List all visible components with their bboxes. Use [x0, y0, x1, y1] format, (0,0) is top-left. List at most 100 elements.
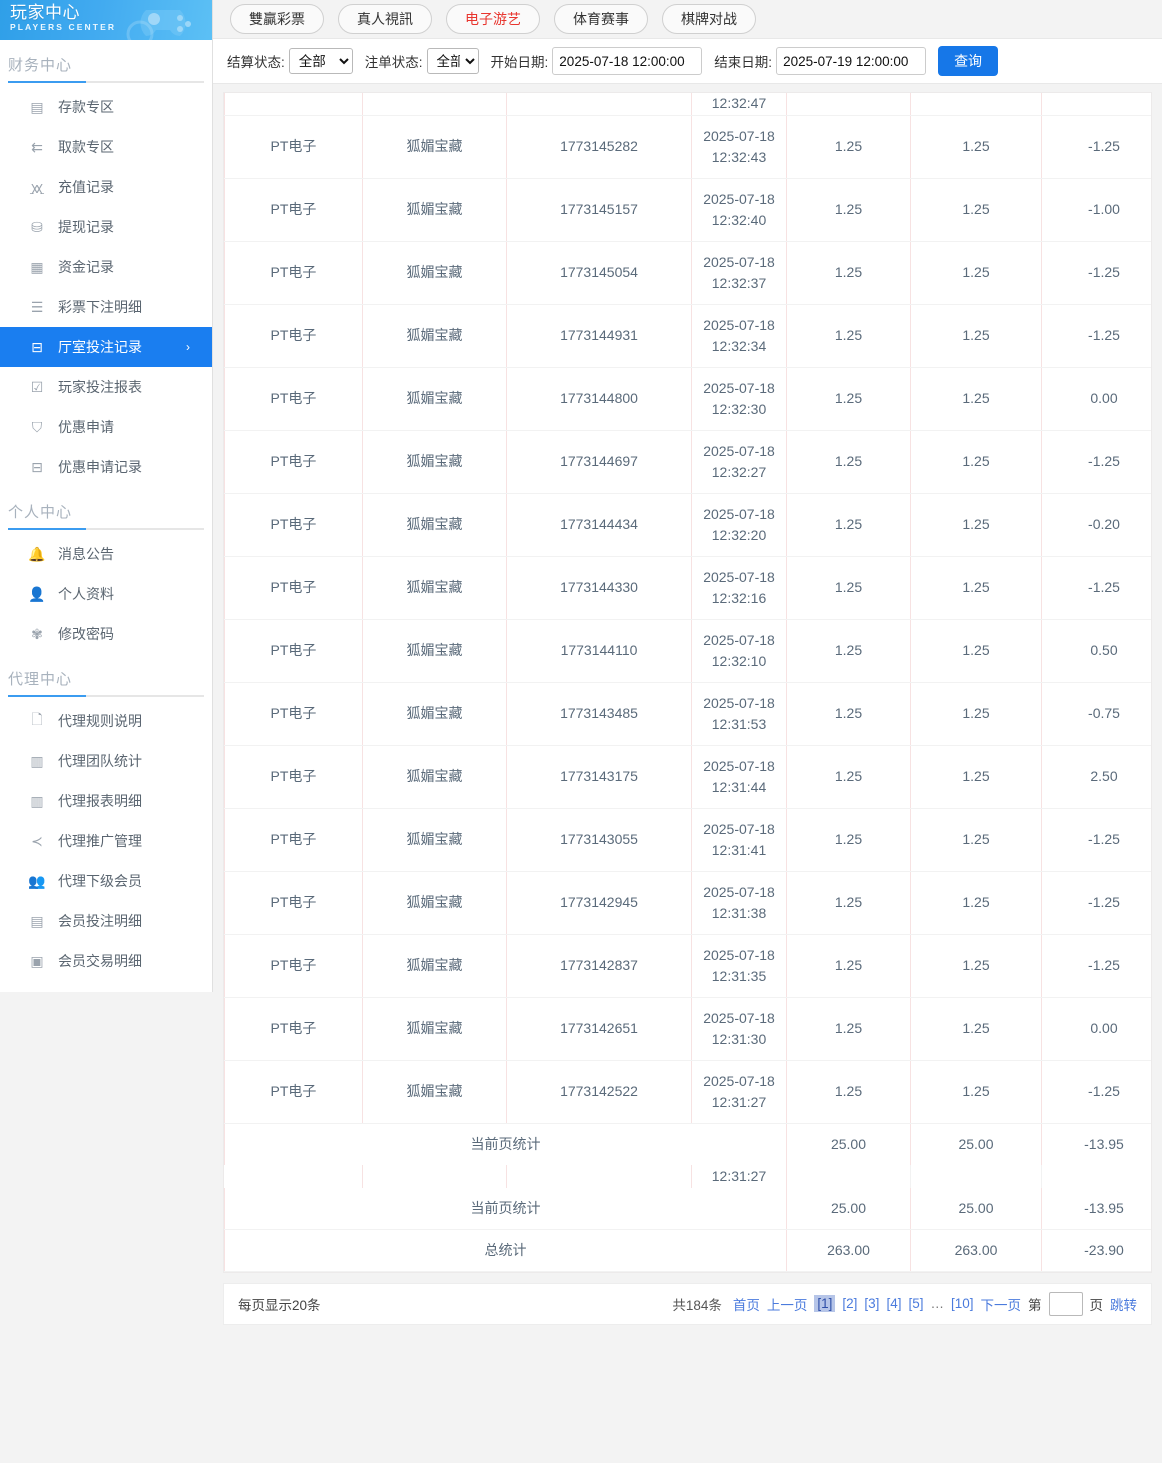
cell-bet-time: 2025-07-18 12:31:53 [691, 681, 787, 746]
sidebar-item-个人资料[interactable]: 👤 个人资料 [0, 574, 212, 614]
cell-win-loss: -1.25 [1041, 240, 1151, 305]
pagination-prev-page[interactable]: 上一页 [766, 1297, 808, 1313]
tab-体育赛事[interactable]: 体育赛事 [554, 4, 648, 34]
pagination-jump-button[interactable]: 跳转 [1110, 1297, 1137, 1313]
sidebar-item-代理推广管理[interactable]: ≺ 代理推广管理 [0, 821, 212, 861]
cell-order-id: 1773145054 [506, 240, 692, 305]
pagination-jump-input[interactable] [1048, 1291, 1083, 1316]
pagination-page-1[interactable]: [1] [814, 1295, 836, 1312]
cell-game-type: PT电子 [224, 240, 363, 305]
cell-order-id: 1773143175 [506, 744, 692, 809]
tab-棋牌对战[interactable]: 棋牌对战 [662, 4, 756, 34]
share-icon: ≺ [31, 832, 43, 849]
sidebar-item-修改密码[interactable]: ✾ 修改密码 [0, 614, 212, 654]
tab-雙贏彩票[interactable]: 雙贏彩票 [230, 4, 324, 34]
cell-game-type: PT电子 [224, 744, 363, 809]
start-date-input[interactable] [552, 47, 703, 75]
cell-bet-time: 2025-07-18 12:32:10 [691, 618, 787, 683]
cell-game-type: PT电子 [224, 870, 363, 935]
cell-summary-label: 当前页统计 [224, 1122, 787, 1165]
sidebar-item-存款专区[interactable]: ▤ 存款专区 [0, 87, 212, 127]
sidebar-item-label: 玩家投注报表 [58, 379, 142, 395]
cell-summary-win: -23.90 [1041, 1228, 1151, 1272]
sidebar-item-资金记录[interactable]: ▦ 资金记录 [0, 247, 212, 287]
sidebar-item-label: 优惠申请 [58, 419, 114, 435]
sidebar-item-提现记录[interactable]: ⛁ 提现记录 [0, 207, 212, 247]
sidebar-item-彩票下注明细[interactable]: ☰ 彩票下注明细 [0, 287, 212, 327]
table-row: PT电子 狐媚宝藏 1773142837 2025-07-18 12:31:35 1.25… [224, 933, 1151, 998]
sidebar-section-divider [8, 528, 204, 530]
sidebar-section-divider [8, 81, 204, 83]
cell-win-loss: -1.00 [1041, 177, 1151, 242]
sidebar-item-优惠申请[interactable]: ⛉ 优惠申请 [0, 407, 212, 447]
pagination-page-3[interactable]: [3] [864, 1296, 880, 1311]
pagination-total-count: 共184条 [672, 1297, 722, 1313]
cell-order-id: 1773142522 [506, 1059, 692, 1124]
cell-bet-amount: 1.25 [786, 681, 911, 746]
user-icon: 👤 [28, 585, 46, 602]
cell-bet-amount: 1.25 [786, 114, 911, 179]
tab-电子游艺[interactable]: 电子游艺 [446, 4, 540, 34]
gamepad-icon [140, 10, 191, 36]
sidebar-item-代理报表明细[interactable]: ▥ 代理报表明细 [0, 781, 212, 821]
sidebar-item-充值记录[interactable]: 🝪 充值记录 [0, 167, 212, 207]
cell-bet-time: 2025-07-18 12:32:30 [691, 366, 787, 431]
sidebar-item-玩家投注报表[interactable]: ☑ 玩家投注报表 [0, 367, 212, 407]
summary-row-current-page-2: 当前页统计 25.00 25.00 -13.95 [224, 1186, 1151, 1230]
sidebar-item-label: 修改密码 [58, 626, 114, 642]
table-row: PT电子 狐媚宝藏 1773145282 2025-07-18 12:32:43 1.25… [224, 114, 1151, 179]
cell-bet-amount: 1.25 [786, 177, 911, 242]
cell-win-loss: -1.25 [1041, 303, 1151, 368]
sidebar-item-会员投注明细[interactable]: ▤ 会员投注明细 [0, 901, 212, 941]
cell-game-title: 狐媚宝藏 [362, 303, 507, 368]
sidebar-item-label: 优惠申请记录 [58, 459, 142, 475]
sidebar-item-消息公告[interactable]: 🔔 消息公告 [0, 534, 212, 574]
sidebar-item-代理规则说明[interactable]: 🗋 代理规则说明 [0, 701, 212, 741]
cell-bet-time: 2025-07-18 12:32:34 [691, 303, 787, 368]
sidebar-item-label: 充值记录 [58, 179, 114, 195]
pagination-page-10[interactable]: [10] [950, 1296, 974, 1311]
sidebar-item-厅室投注记录[interactable]: ⊟ 厅室投注记录 › [0, 327, 212, 367]
pagination-jump-prefix: 第 [1028, 1297, 1042, 1313]
sidebar-item-代理团队统计[interactable]: ▥ 代理团队统计 [0, 741, 212, 781]
pagination-first-page[interactable]: 首页 [732, 1297, 760, 1313]
bet-status-select[interactable]: 全部 [426, 48, 479, 74]
sidebar-item-label: 取款专区 [58, 139, 114, 155]
cell-game-type: PT电子 [224, 429, 363, 494]
cell-bet-amount: 1.25 [786, 996, 911, 1061]
sidebar-item-代理下级会员[interactable]: 👥 代理下级会员 [0, 861, 212, 901]
cell-win-loss: -1.25 [1041, 870, 1151, 935]
cell-valid-amount: 1.25 [910, 933, 1042, 998]
brand-header: 玩家中心 PLAYERS CENTER [0, 0, 212, 40]
pagination-page-2[interactable]: [2] [842, 1296, 858, 1311]
cell-ghost [910, 1164, 1042, 1187]
gear-icon: ✾ [31, 625, 43, 642]
end-date-input[interactable] [776, 47, 927, 75]
sidebar-item-取款专区[interactable]: ⇇ 取款专区 [0, 127, 212, 167]
brand-title-en: PLAYERS CENTER [10, 22, 117, 32]
cell-valid-amount: 1.25 [910, 240, 1042, 305]
sidebar-sections: 财务中心 ▤ 存款专区 ⇇ 取款专区 🝪 充值记录 ⛁ 提现记录 ▦ 资金记录 ☰ 彩票下注明细 ⊟ 厅室投… [0, 40, 212, 981]
query-button[interactable]: 查询 [938, 46, 999, 76]
cell-valid-amount: 1.25 [910, 618, 1042, 683]
settle-status-select[interactable]: 全部 [288, 48, 353, 74]
ticket-icon: ⛉ [31, 418, 43, 435]
book-icon: ▥ [30, 792, 44, 809]
pagination-page-5[interactable]: [5] [908, 1296, 924, 1311]
cell-bet-time: 2025-07-18 12:31:44 [691, 744, 787, 809]
cell-valid-amount: 1.25 [910, 870, 1042, 935]
sidebar-item-优惠申请记录[interactable]: ⊟ 优惠申请记录 [0, 447, 212, 487]
tab-真人視訊[interactable]: 真人視訊 [338, 4, 432, 34]
cell-win-loss: 0.00 [1041, 996, 1151, 1061]
sidebar-item-会员交易明细[interactable]: ▣ 会员交易明细 [0, 941, 212, 981]
cell-bet-amount: 1.25 [786, 870, 911, 935]
cell-summary-win: -13.95 [1041, 1186, 1151, 1230]
cell-game-title: 狐媚宝藏 [362, 744, 507, 809]
pagination-next-page[interactable]: 下一页 [980, 1297, 1022, 1313]
main-content: 雙贏彩票 真人視訊 电子游艺 体育赛事 棋牌对战 结算状态: 全部 注单状态: 全部 开… [213, 0, 1162, 1463]
cell-game-type: PT电子 [224, 996, 363, 1061]
cell-win-loss: 0.00 [1041, 366, 1151, 431]
pagination-page-4[interactable]: [4] [886, 1296, 902, 1311]
cell-game-type: PT电子 [224, 366, 363, 431]
cell-win-loss: -1.25 [1041, 555, 1151, 620]
